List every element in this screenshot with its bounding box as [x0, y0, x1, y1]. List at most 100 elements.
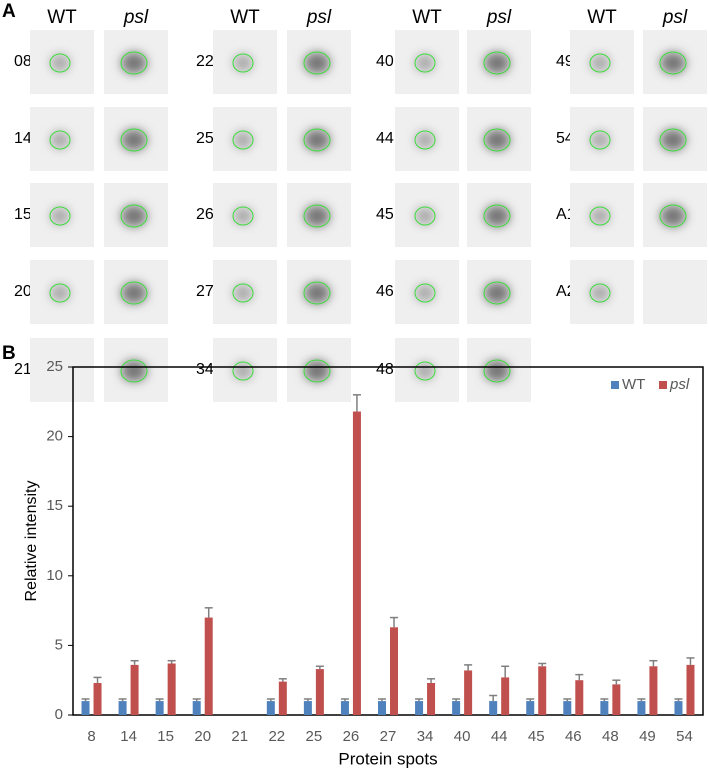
gel-spot	[590, 131, 610, 149]
spot-outline	[414, 130, 436, 150]
error-bar	[204, 607, 213, 618]
spot-label: 27	[196, 283, 214, 300]
error-bar	[563, 698, 572, 702]
gel-spot	[484, 52, 510, 74]
bar	[686, 664, 695, 715]
gel-spot	[590, 284, 610, 302]
y-tick-label: 10	[46, 567, 63, 584]
spot-outline	[589, 206, 611, 226]
x-tick-label: 21	[231, 728, 248, 745]
error-bar	[489, 694, 498, 702]
bar	[427, 682, 436, 715]
bar	[390, 627, 398, 715]
error-bar	[378, 698, 386, 702]
bar	[538, 666, 547, 715]
bar	[489, 701, 498, 715]
gel-image	[30, 338, 94, 402]
spot-label: 26	[196, 206, 214, 223]
spot-label: 22	[196, 53, 214, 70]
gel-spot	[660, 52, 686, 74]
spot-label: 54	[556, 130, 574, 147]
error-bar	[575, 673, 584, 681]
spot-outline	[589, 130, 611, 150]
gel-spot	[415, 54, 435, 72]
gel-spot	[304, 360, 330, 382]
spot-outline	[232, 206, 254, 226]
spot-outline	[232, 130, 254, 150]
gel-spot	[50, 207, 70, 225]
y-axis-label: Relative intensity	[23, 481, 40, 602]
x-tick-label: 8	[87, 728, 95, 745]
spot-label: 40	[376, 53, 394, 70]
x-tick-label: 54	[676, 728, 693, 745]
gel-spot	[233, 207, 253, 225]
gel-spot	[304, 52, 330, 74]
spot-label: 20	[14, 283, 32, 300]
spot-outline	[303, 359, 331, 383]
gel-spot	[121, 360, 147, 382]
bar	[415, 701, 424, 715]
spot-label: 45	[376, 206, 394, 223]
gel-spot	[660, 129, 686, 151]
gel-spot	[121, 52, 147, 74]
error-bar	[192, 698, 201, 702]
spot-label: 08	[14, 53, 32, 70]
panel-label: B	[2, 343, 16, 364]
panel-label: A	[2, 1, 16, 22]
gel-panel: WT psl 08 14 15 20 21 WT psl 22 25 26 27 34 WT psl 40 44 4…	[14, 7, 707, 402]
spot-label: 46	[376, 283, 394, 300]
spot-label: 21	[14, 361, 32, 378]
spot-outline	[303, 281, 331, 305]
x-tick-label: 40	[454, 728, 471, 745]
spot-outline	[49, 53, 71, 73]
bar	[674, 701, 683, 715]
spot-outline	[232, 283, 254, 303]
column-header: WT	[412, 7, 442, 28]
column-header: psl	[123, 7, 149, 28]
x-tick-label: 26	[343, 728, 360, 745]
x-tick-label: 27	[380, 728, 397, 745]
spot-label: 44	[376, 130, 394, 147]
bar	[600, 701, 609, 715]
spot-outline	[483, 128, 511, 152]
bar	[563, 701, 572, 715]
gel-spot	[415, 131, 435, 149]
bar	[526, 701, 535, 715]
bar	[303, 701, 312, 715]
spot-outline	[414, 361, 436, 381]
x-tick-label: 14	[120, 728, 137, 745]
x-axis-label: Protein spots	[338, 749, 437, 768]
gel-spot	[590, 207, 610, 225]
bar	[81, 701, 90, 715]
legend-label: WT	[622, 376, 645, 393]
bar	[192, 701, 201, 715]
spot-outline	[414, 283, 436, 303]
column-header: WT	[230, 7, 260, 28]
spot-outline	[303, 51, 331, 75]
error-bar	[130, 659, 139, 665]
legend-label: psl	[669, 376, 690, 393]
spot-outline	[414, 53, 436, 73]
plot-frame	[72, 366, 704, 716]
x-tick-label: 34	[417, 728, 434, 745]
error-bar	[81, 698, 90, 702]
error-bar	[452, 698, 461, 702]
gel-spot	[304, 205, 330, 227]
gel-spot	[590, 54, 610, 72]
spot-outline	[49, 130, 71, 150]
spot-label: 49	[556, 53, 574, 70]
spot-outline	[659, 51, 687, 75]
gel-spot	[484, 360, 510, 382]
bar	[612, 684, 621, 715]
y-tick-label: 5	[55, 636, 63, 653]
error-bar	[674, 698, 683, 702]
spot-outline	[659, 128, 687, 152]
bar	[130, 664, 139, 715]
column-header: psl	[662, 7, 688, 28]
error-bar	[340, 698, 349, 702]
spot-outline	[49, 206, 71, 226]
gel-spot	[415, 284, 435, 302]
x-tick-label: 15	[157, 728, 174, 745]
error-bar	[278, 678, 287, 682]
